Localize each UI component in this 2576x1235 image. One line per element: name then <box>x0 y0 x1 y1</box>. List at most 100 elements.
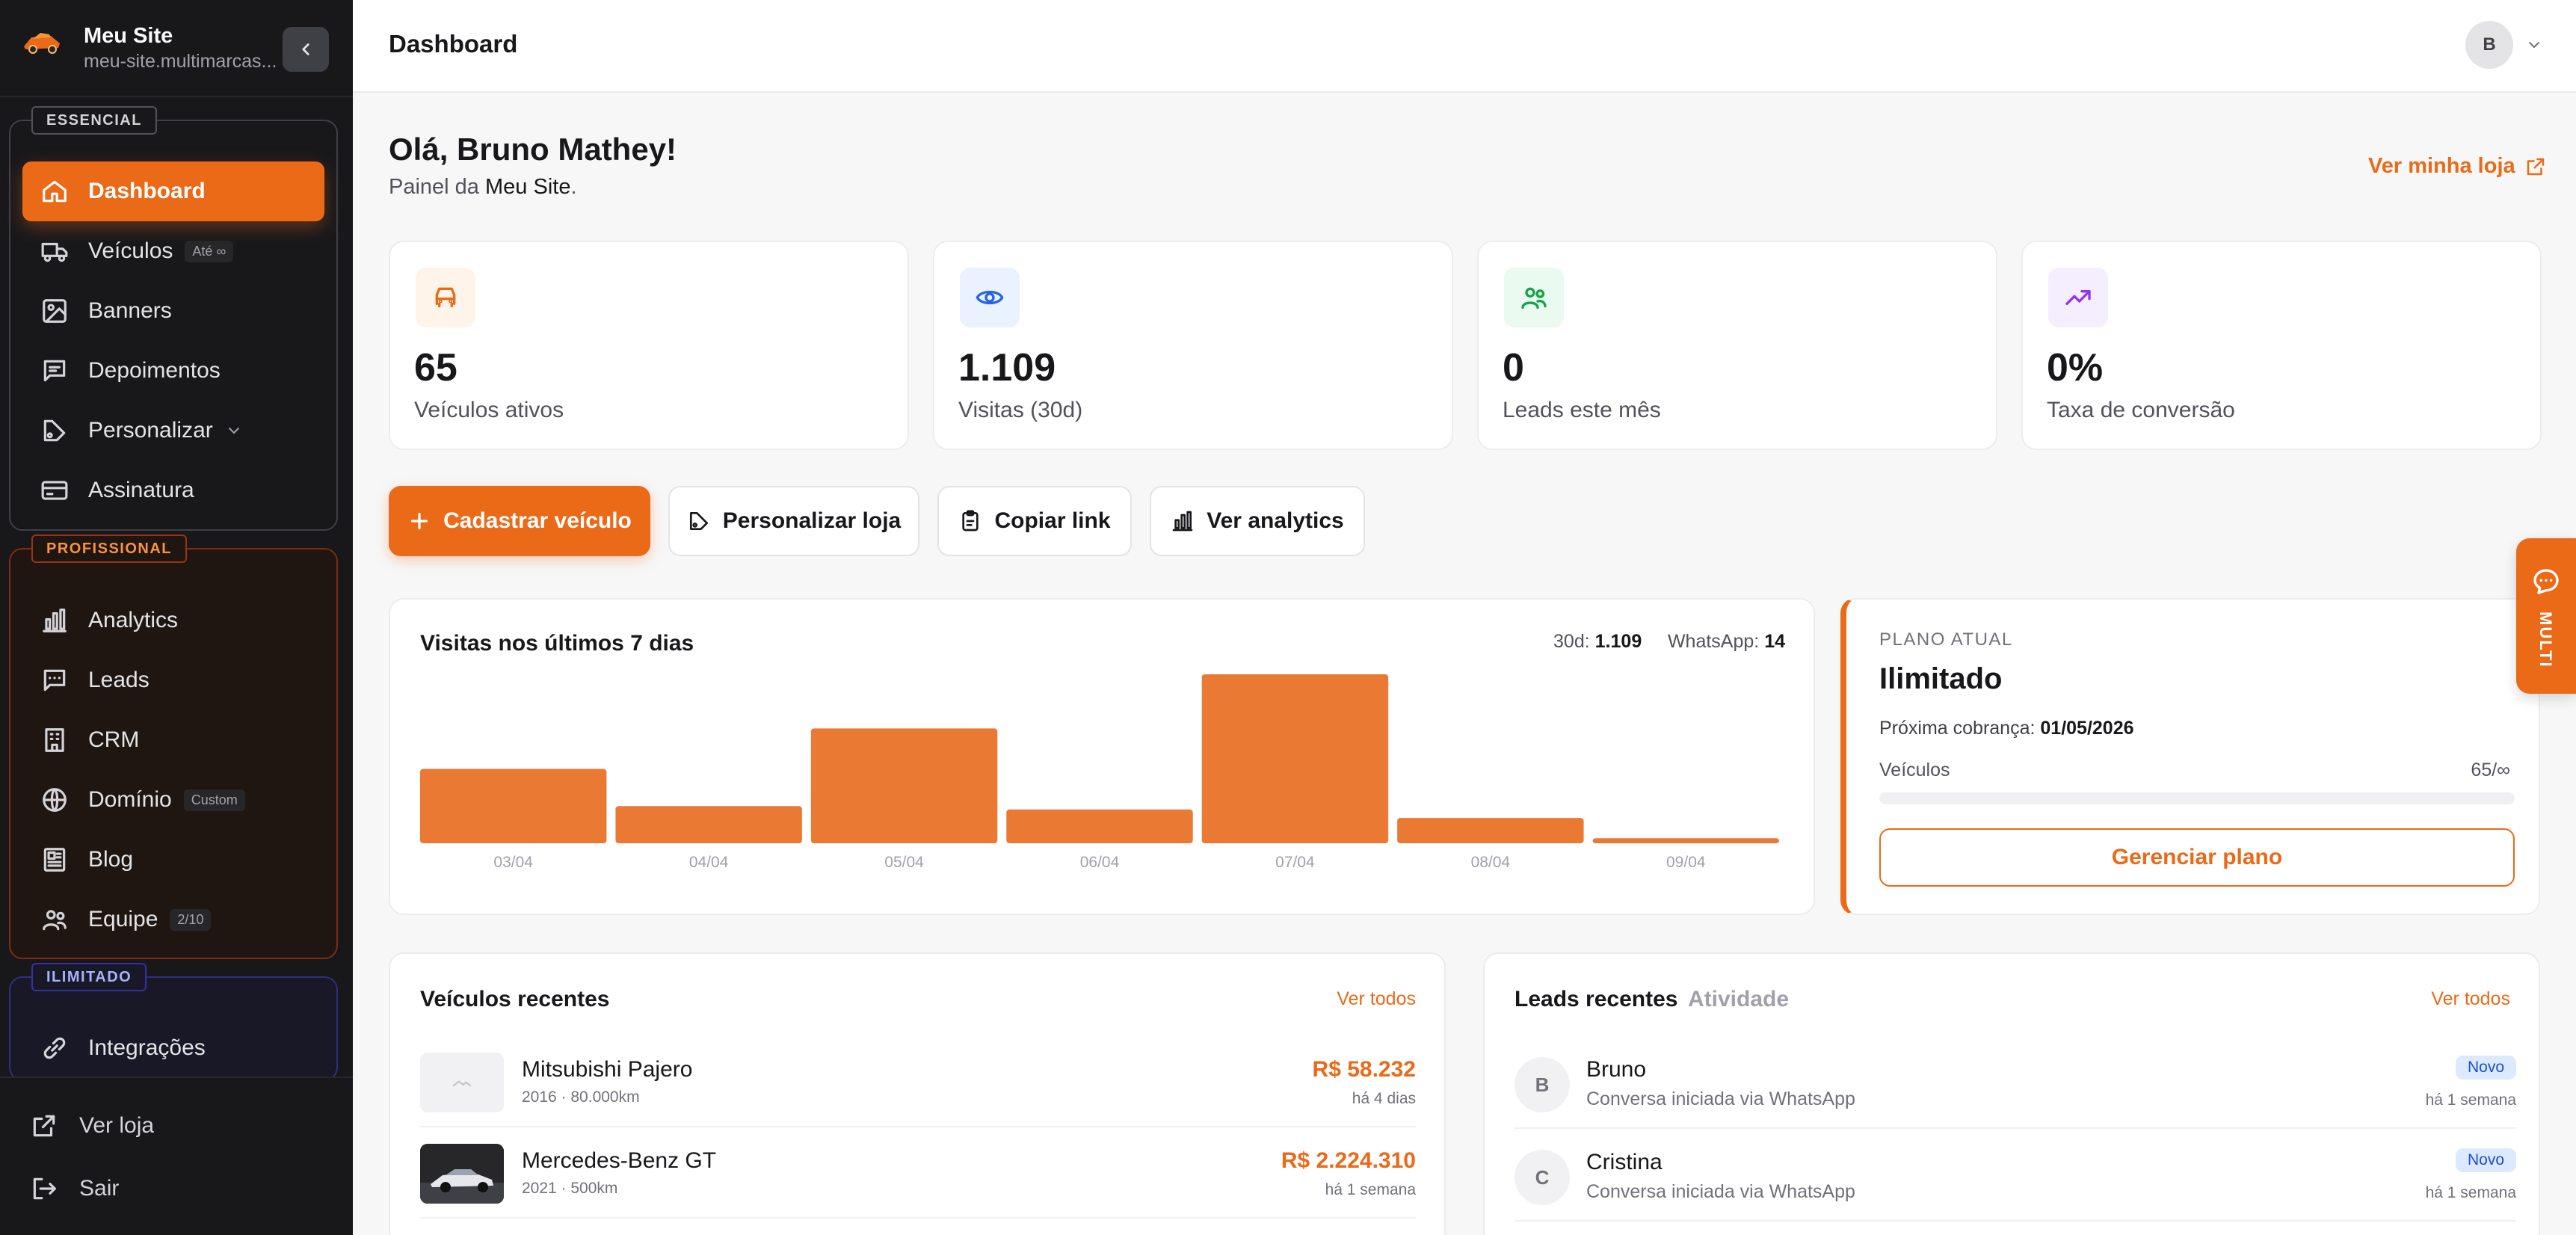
chart-x-tick-label: 06/04 <box>1080 854 1120 871</box>
vehicle-time: há 1 semana <box>1325 1181 1416 1198</box>
user-avatar[interactable]: B <box>2465 21 2513 69</box>
stat-card-leads: 0 Leads este mês <box>1477 241 1997 450</box>
sidebar-item-depoimentos[interactable]: Depoimentos <box>22 341 324 401</box>
cadastrar-veiculo-button[interactable]: Cadastrar veículo <box>389 486 650 556</box>
sidebar-item-equipe[interactable]: Equipe 2/10 <box>22 890 324 949</box>
plan-name: Ilimitado <box>1879 662 2003 695</box>
vehicle-time: há 4 dias <box>1352 1090 1416 1107</box>
sidebar-item-analytics[interactable]: Analytics <box>22 591 324 650</box>
truck-icon <box>41 242 68 262</box>
button-label: Personalizar loja <box>722 508 902 533</box>
logout-link[interactable]: Sair <box>30 1166 119 1211</box>
users-icon <box>43 910 67 931</box>
chevron-down-icon[interactable] <box>2525 36 2543 54</box>
sidebar-item-crm[interactable]: CRM <box>22 710 324 770</box>
sidebar-group-ilimitado: ILIMITADO <box>9 963 338 1081</box>
stat-card-conversao: 0% Taxa de conversão <box>2021 241 2542 450</box>
plan-kicker: PLANO ATUAL <box>1879 629 2013 650</box>
plan-card: PLANO ATUAL Ilimitado Próxima cobrança: … <box>1840 598 2540 915</box>
site-logo-icon <box>24 33 60 54</box>
subtitle-suffix: . <box>570 175 577 199</box>
sidebar-item-label: Dashboard <box>88 179 206 203</box>
newspaper-icon <box>43 848 66 872</box>
vehicle-details: 2016 · 80.000km <box>522 1088 640 1106</box>
status-badge: Novo <box>2455 1056 2516 1080</box>
sidebar-item-dominio[interactable]: Domínio Custom <box>22 770 324 830</box>
globe-icon <box>43 788 67 812</box>
chevron-down-icon <box>228 428 239 434</box>
chart-x-tick-label: 05/04 <box>884 854 924 871</box>
domain-chip: Custom <box>183 789 245 811</box>
vehicles-see-all-link[interactable]: Ver todos <box>1337 988 1416 1009</box>
ver-minha-loja-link[interactable]: Ver minha loja <box>2368 154 2547 179</box>
logout-icon <box>33 1177 56 1200</box>
plan-usage-bar <box>1879 792 2515 804</box>
trending-up-icon <box>2065 290 2091 305</box>
subtitle-prefix: Painel da <box>389 175 479 199</box>
top-header: Dashboard B <box>353 0 2576 93</box>
sidebar-item-label: Integrações <box>88 1035 206 1060</box>
lead-name: Cristina <box>1586 1150 1663 1174</box>
tab-atividade[interactable]: Atividade <box>1688 987 1790 1011</box>
vehicle-thumbnail <box>420 1053 504 1112</box>
multi-chat-button[interactable]: MULTI <box>2516 538 2576 694</box>
meta-30d-label: 30d: <box>1553 631 1590 652</box>
recent-vehicles-title: Veículos recentes <box>420 987 610 1011</box>
sidebar-item-blog[interactable]: Blog <box>22 830 324 890</box>
vehicle-price: R$ 58.232 <box>1312 1057 1416 1082</box>
sidebar-item-label: Analytics <box>88 608 179 632</box>
sidebar-item-assinatura[interactable]: Assinatura <box>22 461 324 520</box>
ver-loja-link[interactable]: Ver loja <box>30 1103 154 1148</box>
vehicle-name: Mitsubishi Pajero <box>522 1057 693 1082</box>
chevron-left-icon <box>302 43 309 55</box>
chart-bar <box>1006 809 1193 843</box>
link-icon <box>43 1037 66 1059</box>
lead-row[interactable]: B Bruno Conversa iniciada via WhatsApp N… <box>1515 1036 2516 1129</box>
collapse-sidebar-button[interactable] <box>283 27 329 72</box>
sidebar-item-banners[interactable]: Banners <box>22 281 324 341</box>
sidebar-item-dashboard[interactable]: Dashboard <box>22 161 324 221</box>
sidebar-item-leads[interactable]: Leads <box>22 650 324 710</box>
lead-time: há 1 semana <box>2425 1184 2516 1201</box>
sidebar-item-personalizar[interactable]: Personalizar <box>22 401 324 461</box>
meta-whatsapp-label: WhatsApp: <box>1667 631 1760 652</box>
visits-chart-card: Visitas nos últimos 7 dias 30d: 1.109 Wh… <box>389 598 1815 915</box>
vehicle-limit-chip: Até ∞ <box>185 240 234 262</box>
page-title: Dashboard <box>389 30 518 58</box>
chart-x-tick-label: 04/04 <box>689 854 729 871</box>
vehicle-row[interactable]: Mitsubishi Pajero 2016 · 80.000km R$ 58.… <box>420 1036 1416 1127</box>
vehicle-details: 2021 · 500km <box>522 1180 618 1197</box>
stat-label: Leads este mês <box>1503 398 1661 422</box>
personalizar-loja-button[interactable]: Personalizar loja <box>668 486 919 556</box>
bar-chart-icon <box>43 609 67 632</box>
image-icon <box>43 299 67 323</box>
chart-bar <box>615 806 802 843</box>
copiar-link-button[interactable]: Copiar link <box>937 486 1132 556</box>
stat-card-veiculos: 65 Veículos ativos <box>389 241 909 450</box>
gerenciar-plano-button[interactable]: Gerenciar plano <box>1879 828 2515 887</box>
plan-vehicles-value: 65/∞ <box>2471 760 2510 780</box>
chart-x-tick-label: 07/04 <box>1275 854 1315 871</box>
stat-label: Veículos ativos <box>414 398 564 422</box>
lead-row[interactable]: C Cristina Conversa iniciada via WhatsAp… <box>1515 1129 2516 1222</box>
lead-time: há 1 semana <box>2425 1091 2516 1109</box>
chart-bar <box>1201 674 1389 843</box>
sidebar-footer: Ver loja Sair <box>0 1077 353 1235</box>
building-icon <box>45 728 64 752</box>
sidebar-item-integracoes[interactable]: Integrações <box>22 1018 324 1078</box>
lead-avatar: B <box>1515 1057 1570 1112</box>
leads-see-all-link[interactable]: Ver todos <box>2431 988 2510 1009</box>
car-photo-icon <box>420 1144 504 1204</box>
vehicle-row[interactable]: Mercedes-Benz GT 2021 · 500km R$ 2.224.3… <box>420 1127 1416 1219</box>
lead-description: Conversa iniciada via WhatsApp <box>1586 1181 1855 1202</box>
message-icon <box>43 360 66 382</box>
sidebar-item-veiculos[interactable]: Veículos Até ∞ <box>22 221 324 281</box>
vehicle-price: R$ 2.224.310 <box>1281 1148 1416 1173</box>
chart-x-tick-label: 03/04 <box>493 854 533 871</box>
greeting-heading: Olá, Bruno Mathey! <box>389 132 677 167</box>
chart-bar <box>810 728 998 843</box>
ver-analytics-button[interactable]: Ver analytics <box>1150 486 1365 556</box>
visits-chart-meta: 30d: 1.109 WhatsApp: 14 <box>1553 631 1785 653</box>
bar-chart-icon <box>1172 511 1193 532</box>
tab-leads-recentes[interactable]: Leads recentes <box>1515 987 1678 1011</box>
